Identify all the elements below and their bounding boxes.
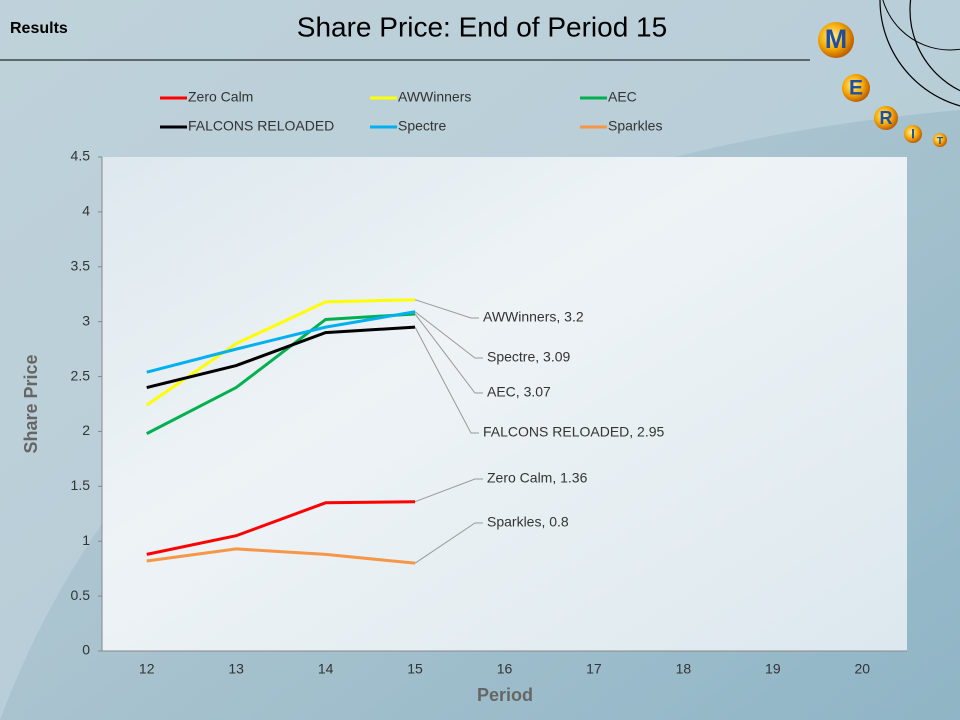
leader-line: [414, 313, 483, 394]
logo-letter: I: [911, 127, 915, 142]
x-tick-label: 13: [228, 661, 244, 677]
data-label: AWWinners, 3.2: [483, 309, 584, 325]
data-label: FALCONS RELOADED, 2.95: [483, 424, 665, 440]
logo-letter: M: [825, 24, 848, 54]
series-line: [145, 298, 416, 407]
logo-ball: [933, 133, 947, 147]
y-tick-label: 1: [82, 532, 90, 548]
legend-label: Sparkles: [608, 118, 662, 134]
y-axis-title: Share Price: [21, 354, 41, 453]
logo-ball: [874, 106, 898, 130]
x-tick-label: 17: [586, 661, 602, 677]
x-tick-label: 20: [854, 661, 870, 677]
section-label: Results: [10, 20, 68, 37]
chart-title: Share Price: End of Period 15: [297, 11, 667, 42]
series-line: [146, 547, 416, 565]
y-tick-label: 3: [82, 312, 90, 328]
data-label: AEC, 3.07: [487, 384, 551, 400]
series-line: [146, 310, 416, 374]
leader-line: [414, 478, 483, 503]
logo-ball: [818, 22, 854, 58]
leader-line: [414, 311, 483, 359]
leader-line: [414, 326, 479, 434]
leader-line: [414, 522, 483, 564]
y-tick-label: 0.5: [71, 587, 91, 603]
logo-ring: [909, 0, 960, 92]
series-line: [146, 312, 416, 435]
y-tick-label: 1.5: [71, 477, 91, 493]
data-label: Sparkles, 0.8: [487, 514, 569, 530]
x-tick-label: 15: [407, 661, 423, 677]
plot-area: [102, 157, 907, 651]
x-tick-label: 14: [318, 661, 334, 677]
logo-letter: R: [880, 108, 893, 128]
logo-ball: [842, 74, 870, 102]
logo-letter: E: [849, 77, 863, 100]
data-label: Spectre, 3.09: [487, 349, 570, 365]
x-tick-label: 16: [497, 661, 513, 677]
y-tick-label: 0: [82, 642, 90, 658]
legend-label: Zero Calm: [188, 89, 253, 105]
data-label: Zero Calm, 1.36: [487, 470, 588, 486]
y-tick-label: 2: [82, 422, 90, 438]
logo-ball: [904, 125, 922, 143]
y-tick-label: 4: [82, 203, 90, 219]
logo-letter: T: [937, 135, 944, 147]
x-tick-label: 18: [676, 661, 692, 677]
y-tick-label: 4.5: [71, 148, 91, 164]
y-tick-label: 3.5: [71, 257, 91, 273]
x-axis-title: Period: [477, 685, 533, 705]
leader-line: [414, 299, 479, 319]
series-line: [146, 325, 416, 389]
legend-label: Spectre: [398, 118, 446, 134]
legend-label: FALCONS RELOADED: [188, 118, 334, 134]
x-tick-label: 19: [765, 661, 781, 677]
y-tick-label: 2.5: [71, 367, 91, 383]
series-line: [146, 500, 416, 556]
legend-label: AWWinners: [398, 89, 471, 105]
legend-label: AEC: [608, 89, 637, 105]
logo-ring: [882, 0, 960, 51]
x-tick-label: 12: [139, 661, 155, 677]
